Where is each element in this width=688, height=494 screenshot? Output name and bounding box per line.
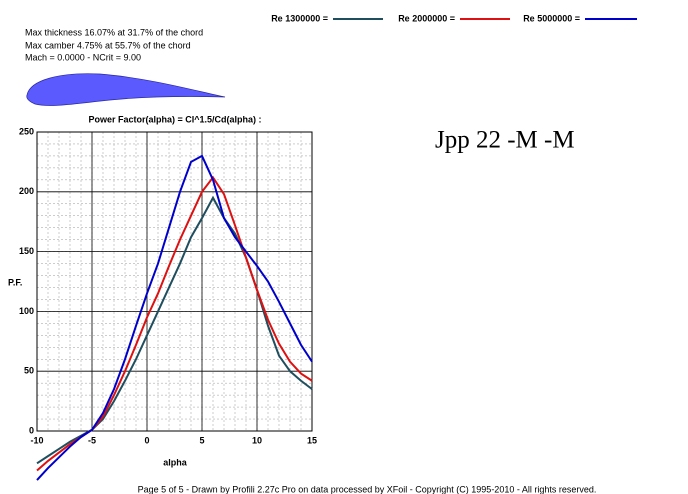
y-tick-label: 100	[19, 306, 34, 316]
x-tick-label: 15	[307, 435, 317, 445]
plot-frame	[36, 131, 313, 432]
x-tick-label: 0	[144, 435, 149, 445]
x-axis-label: alpha	[163, 457, 188, 467]
legend-label: Re 1300000 =	[271, 13, 328, 23]
info-line: Max thickness 16.07% at 31.7% of the cho…	[25, 27, 203, 37]
airfoil-shape	[26, 73, 226, 106]
footer: Page 5 of 5 - Drawn by Profili 2.27c Pro…	[138, 484, 597, 494]
series-line	[36, 175, 313, 472]
chart-title: Power Factor(alpha) = Cl^1.5/Cd(alpha) :	[88, 114, 261, 124]
series-line	[36, 195, 313, 465]
legend-label: Re 5000000 =	[523, 13, 580, 23]
y-tick-label: 250	[19, 126, 34, 136]
info-line: Max camber 4.75% at 55.7% of the chord	[25, 40, 191, 50]
y-tick-label: 0	[29, 425, 34, 435]
y-tick-label: 200	[19, 186, 34, 196]
x-tick-label: 5	[199, 435, 204, 445]
series-line	[36, 154, 313, 481]
y-tick-label: 150	[19, 246, 34, 256]
heading: Jpp 22 -M -M	[435, 127, 575, 154]
x-tick-label: -10	[30, 435, 43, 445]
x-tick-label: -5	[88, 435, 96, 445]
info-line: Mach = 0.0000 - NCrit = 9.00	[25, 52, 141, 62]
legend-label: Re 2000000 =	[398, 13, 455, 23]
y-axis-label: P.F.	[8, 277, 22, 287]
x-tick-label: 10	[252, 435, 262, 445]
y-tick-label: 50	[24, 366, 34, 376]
